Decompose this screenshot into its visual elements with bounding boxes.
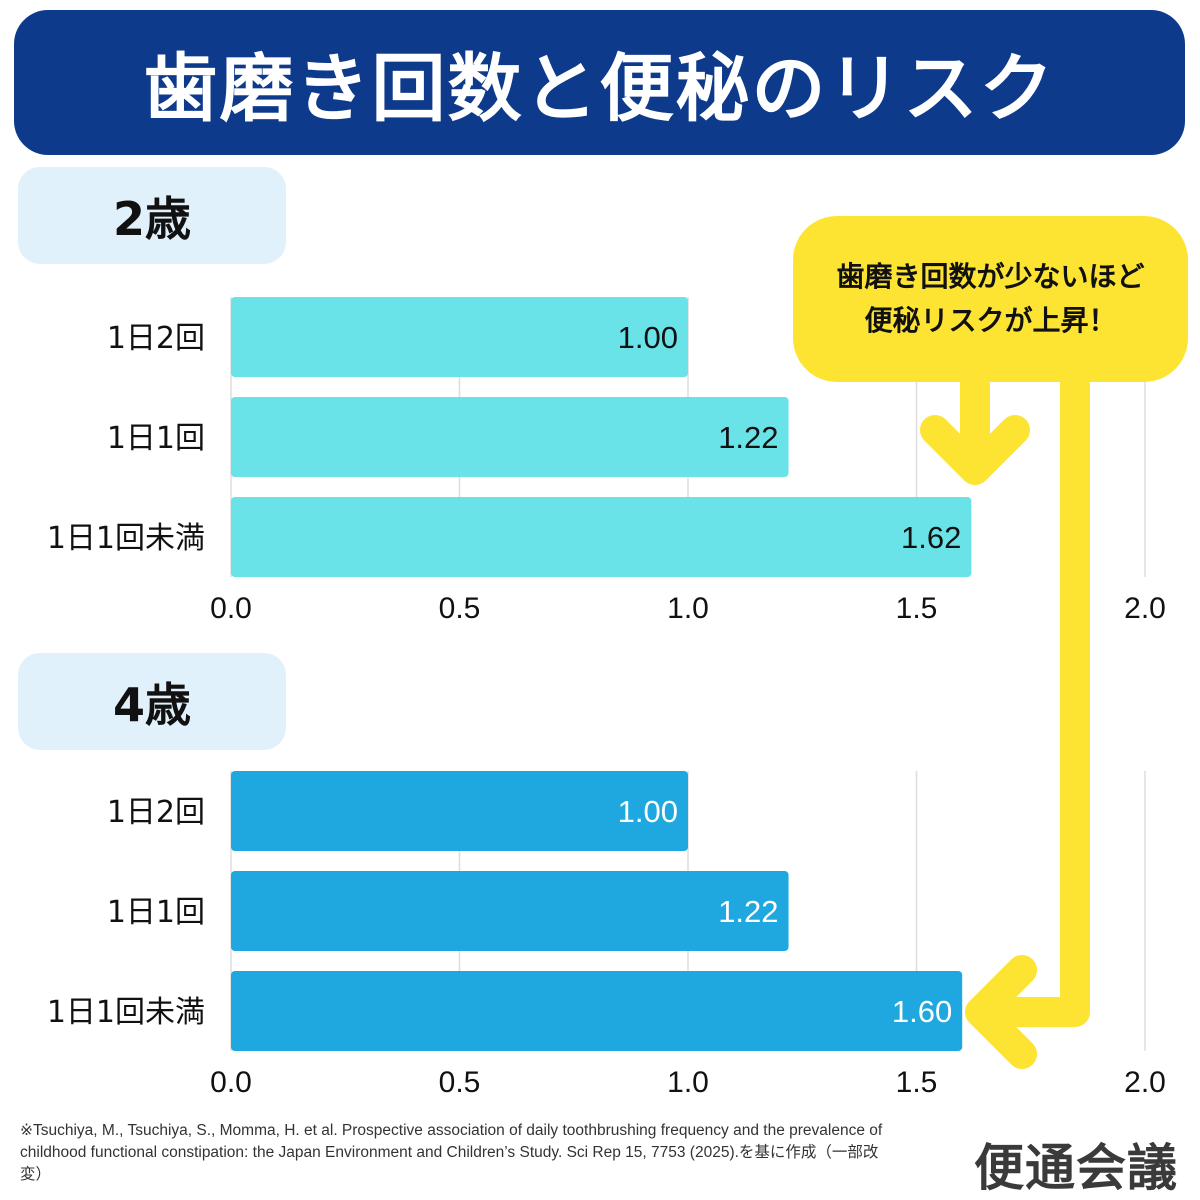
callout-line-1: 歯磨き回数が少ないほど (836, 260, 1145, 293)
brand-logo: 便通会議 (974, 1139, 1178, 1197)
age-label-4: 4歳 (18, 653, 286, 750)
x-tick-label: 0.5 (439, 592, 481, 625)
bar-age4-1 (231, 771, 688, 851)
category-label: 1日2回 (107, 795, 205, 830)
bar-value-label: 1.62 (901, 520, 961, 555)
x-tick-label: 1.5 (896, 1066, 938, 1099)
category-label: 1日1回 (107, 895, 205, 930)
category-label: 1日1回未満 (47, 521, 205, 556)
bar-age2-2 (231, 397, 789, 477)
page-title: 歯磨き回数と便秘のリスク (143, 46, 1056, 132)
bar-age2-1 (231, 297, 688, 377)
bar-age4-2 (231, 871, 789, 951)
bar-age4-3 (231, 971, 963, 1051)
x-tick-label: 0.0 (210, 592, 252, 625)
category-label: 1日2回 (107, 321, 205, 356)
x-tick-label: 1.5 (896, 592, 938, 625)
category-label: 1日1回 (107, 421, 205, 456)
bar-value-label: 1.00 (618, 320, 678, 355)
left-arrow-icon (965, 367, 1090, 1069)
x-tick-label: 1.0 (667, 1066, 709, 1099)
callout-line-2: 便秘リスクが上昇！ (864, 304, 1117, 337)
callout-box: 歯磨き回数が少ないほど 便秘リスクが上昇！ (793, 216, 1188, 382)
citation: ※Tsuchiya, M., Tsuchiya, S., Momma, H. e… (20, 1122, 883, 1183)
title-banner: 歯磨き回数と便秘のリスク (14, 10, 1185, 155)
chart-age2: 0.0 0.5 1.0 1.5 2.0 1.00 1日2回 1.22 1日1回 1.62 1日1回未… (47, 297, 1166, 625)
bar-value-label: 1.22 (718, 420, 778, 455)
bar-age2-3 (231, 497, 972, 577)
x-tick-label: 1.0 (667, 592, 709, 625)
x-tick-label: 0.0 (210, 1066, 252, 1099)
x-tick-label: 2.0 (1124, 1066, 1166, 1099)
bar-value-label: 1.22 (718, 894, 778, 929)
down-arrow-icon (920, 370, 1030, 485)
x-tick-label: 0.5 (439, 1066, 481, 1099)
category-label: 1日1回未満 (47, 995, 205, 1030)
bar-value-label: 1.60 (892, 994, 952, 1029)
x-tick-label: 2.0 (1124, 592, 1166, 625)
bar-value-label: 1.00 (618, 794, 678, 829)
chart-age4: 0.0 0.5 1.0 1.5 2.0 1.00 1日2回 1.22 1日1回 1.60 1日1回未… (47, 771, 1166, 1099)
age-label-2: 2歳 (18, 167, 286, 264)
